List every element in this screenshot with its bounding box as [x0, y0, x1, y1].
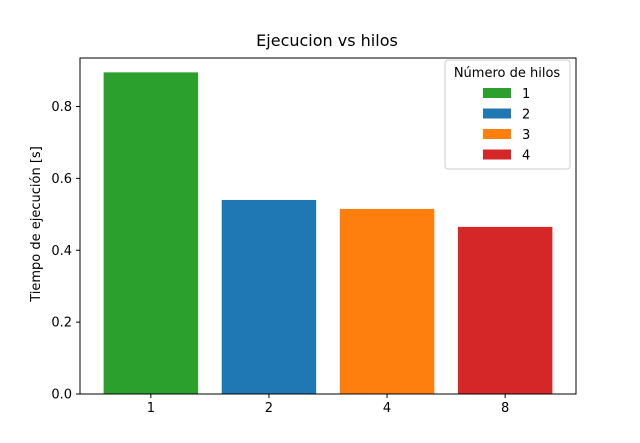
plot-area: 1 2 4 8 0.0 0.2 0.4 0.6 0.8 [51, 72, 553, 416]
legend-label-3: 3 [522, 128, 530, 143]
x-tick-label-4: 4 [383, 401, 391, 416]
legend-swatch-4 [483, 149, 511, 160]
plot-frame [79, 57, 577, 395]
y-tick-label-0: 0.0 [51, 388, 72, 403]
x-tick-label-2: 2 [265, 401, 273, 416]
x-tick-label-8: 8 [501, 401, 509, 416]
legend-title: Número de hilos [454, 66, 561, 81]
bar-2 [221, 199, 317, 394]
chart-title: Ejecucion vs hilos [256, 31, 398, 50]
y-tick-label-4: 0.8 [51, 100, 72, 115]
bar-1 [103, 72, 199, 395]
y-tick-label-2: 0.4 [51, 244, 72, 259]
legend-label-1: 1 [522, 87, 530, 102]
y-tick-label-3: 0.6 [51, 172, 72, 187]
legend-label-2: 2 [522, 108, 530, 123]
legend-swatch-3 [483, 129, 511, 139]
legend-swatch-1 [483, 88, 511, 98]
legend-label-4: 4 [522, 149, 530, 164]
y-axis-label: Tiempo de ejecución [s] [29, 146, 44, 303]
bar-8 [457, 226, 553, 394]
legend: Número de hilos 1 2 3 4 [444, 59, 571, 170]
x-tick-label-1: 1 [147, 401, 155, 416]
bar-4 [339, 208, 435, 394]
y-tick-label-1: 0.2 [51, 316, 72, 331]
legend-swatch-2 [483, 108, 511, 119]
